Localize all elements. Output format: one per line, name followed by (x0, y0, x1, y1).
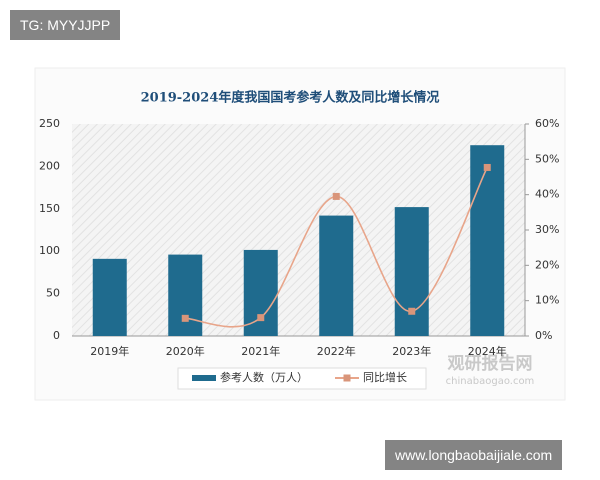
y2-tick-label: 50% (535, 152, 559, 165)
y2-tick-label: 20% (535, 258, 559, 271)
line-marker (332, 192, 340, 200)
line-marker (181, 314, 189, 322)
line-marker (483, 163, 491, 171)
legend-label: 参考人数（万人） (220, 370, 308, 384)
legend (177, 367, 427, 390)
bar (470, 145, 505, 336)
x-tick-label: 2021年 (241, 344, 280, 358)
bar (168, 254, 203, 336)
watermark: 观研报告网 (447, 353, 533, 374)
y-tick-label: 150 (39, 202, 60, 215)
y2-tick-label: 30% (535, 223, 559, 236)
x-tick-label: 2022年 (317, 344, 356, 358)
legend-label: 同比增长 (363, 370, 407, 384)
line (185, 167, 488, 328)
y-tick-label: 250 (39, 117, 60, 130)
y-tick-label: 0 (53, 329, 60, 342)
line-marker (257, 314, 265, 322)
y-tick-label: 100 (39, 244, 60, 257)
bar (92, 258, 127, 336)
bar (243, 249, 278, 336)
overlay-label: www.longbaobaijiale.com (385, 440, 563, 470)
y2-tick-label: 60% (535, 117, 559, 130)
x-tick-label: 2024年 (468, 344, 507, 358)
bar (394, 207, 429, 336)
line-marker (408, 307, 416, 315)
x-tick-label: 2023年 (392, 344, 431, 358)
chart-card (34, 67, 566, 401)
plot-area (72, 124, 525, 336)
bar (319, 215, 354, 336)
y2-tick-label: 0% (535, 329, 552, 342)
x-tick-label: 2020年 (166, 344, 205, 358)
y-tick-label: 200 (39, 159, 60, 172)
y-tick-label: 50 (46, 287, 60, 300)
chart: 2019-2024年度我国国考参考人数及同比增长情况 观研报告网 chinaba… (34, 67, 566, 401)
overlay-label: TG: MYYJJPP (10, 10, 121, 40)
legend-swatch (343, 374, 351, 382)
legend-swatch (192, 375, 216, 381)
y2-tick-label: 10% (535, 294, 559, 307)
chart-title: 2019-2024年度我国国考参考人数及同比增长情况 (141, 90, 440, 106)
x-tick-label: 2019年 (90, 344, 129, 358)
watermark: chinabaogao.com (446, 376, 535, 387)
y2-tick-label: 40% (535, 188, 559, 201)
